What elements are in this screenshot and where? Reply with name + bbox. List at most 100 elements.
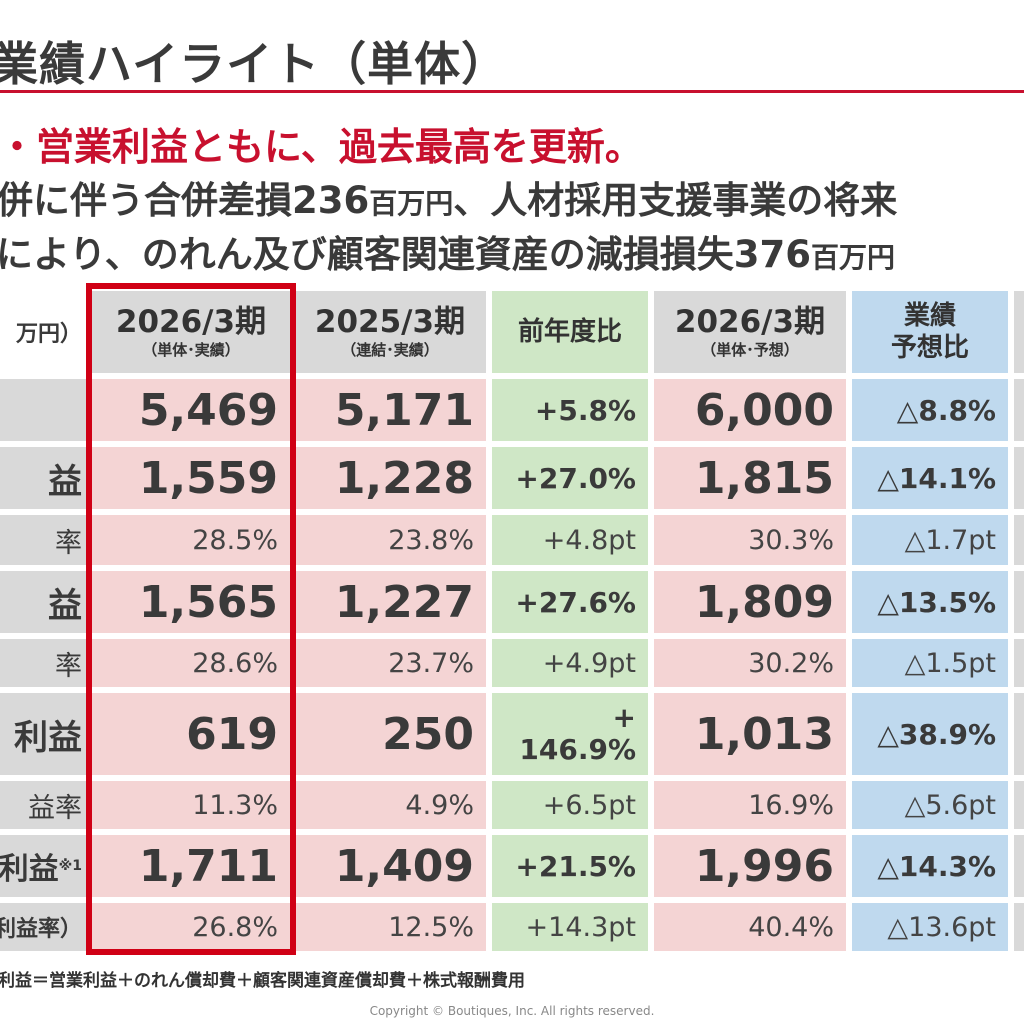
value-cell: 30.2% <box>654 639 846 687</box>
yoy-cell: +6.5pt <box>492 781 648 829</box>
value-cell: 28.5% <box>92 515 290 565</box>
value-text: 5,171 <box>334 384 474 436</box>
highlight-frame <box>86 283 296 955</box>
summary-line-1: 併に伴う合併差損236百万円、人材採用支援事業の将来 <box>0 170 897 224</box>
value-text: 28.5% <box>192 524 278 556</box>
value-cell: 1,227 <box>294 571 486 633</box>
value-cell: 40.4% <box>654 903 846 951</box>
value-cell: 30.3% <box>654 515 846 565</box>
vs-forecast-text: △14.3% <box>877 849 996 883</box>
vs-forecast-cell: △38.9% <box>852 693 1008 775</box>
value-cell: 1,996 <box>654 835 846 897</box>
row-label: 利益率） <box>0 903 88 951</box>
value-cell: 619 <box>92 693 290 775</box>
value-text: 40.4% <box>748 911 834 943</box>
vs-forecast-cell: △13.5% <box>852 571 1008 633</box>
row-edge <box>1014 639 1024 687</box>
summary-line-2-a: により、のれん及び顧客関連資産の減損損失376 <box>0 233 812 276</box>
value-text: 28.6% <box>192 647 278 679</box>
row-label-text: 益率 <box>28 792 82 824</box>
value-text: 1,228 <box>334 452 474 504</box>
value-cell: 16.9% <box>654 781 846 829</box>
row-label: 益 <box>0 571 88 633</box>
value-text: 250 <box>382 708 474 760</box>
value-cell: 1,815 <box>654 447 846 509</box>
header-fy2026-actual-title: 2026/3期 <box>115 303 267 340</box>
row-edge <box>1014 571 1024 633</box>
yoy-text: +27.0% <box>515 461 636 495</box>
page-title: 業績ハイライト（単体） <box>0 37 509 91</box>
header-fy2025-actual-sub: （連結･実績） <box>341 341 439 360</box>
row-label: 率 <box>0 639 88 687</box>
value-cell: 1,565 <box>92 571 290 633</box>
summary-line-2-unit: 百万円 <box>811 241 896 274</box>
unit-label: 万円） <box>0 291 88 373</box>
value-cell: 11.3% <box>92 781 290 829</box>
yoy-cell: +4.8pt <box>492 515 648 565</box>
row-label-text: 益 <box>48 585 82 626</box>
value-text: 1,559 <box>138 452 278 504</box>
headline: ・営業利益ともに、過去最高を更新。 <box>0 125 643 169</box>
yoy-cell: +21.5% <box>492 835 648 897</box>
value-text: 1,409 <box>334 840 474 892</box>
row-label: 益率 <box>0 781 88 829</box>
row-edge <box>1014 447 1024 509</box>
value-cell: 23.8% <box>294 515 486 565</box>
row-edge <box>1014 781 1024 829</box>
value-text: 1,565 <box>138 576 278 628</box>
value-cell: 6,000 <box>654 379 846 441</box>
value-text: 1,809 <box>694 576 834 628</box>
value-text: 1,711 <box>138 840 278 892</box>
header-fy2026-actual: 2026/3期 （単体･実績） <box>92 291 290 373</box>
vs-forecast-text: △38.9% <box>877 717 996 751</box>
value-cell: 1,809 <box>654 571 846 633</box>
header-fy2026-forecast: 2026/3期 （単体･予想） <box>654 291 846 373</box>
value-text: 6,000 <box>694 384 834 436</box>
vs-forecast-text: △13.6pt <box>887 911 996 943</box>
yoy-cell: +14.3pt <box>492 903 648 951</box>
value-text: 1,996 <box>694 840 834 892</box>
yoy-text: +6.5pt <box>542 789 636 821</box>
row-edge <box>1014 693 1024 775</box>
yoy-text-sign: + <box>612 700 636 734</box>
vs-forecast-cell: △5.6pt <box>852 781 1008 829</box>
header-vs-forecast-line2: 予想比 <box>890 333 969 363</box>
title-divider <box>0 90 1024 93</box>
row-label: 利益 <box>0 693 88 775</box>
header-fy2025-actual-title: 2025/3期 <box>314 303 466 340</box>
summary-line-1-c: 、人材採用支援事業の将来 <box>453 179 898 222</box>
vs-forecast-cell: △14.3% <box>852 835 1008 897</box>
row-edge <box>1014 515 1024 565</box>
copyright: Copyright © Boutiques, Inc. All rights r… <box>369 1004 655 1018</box>
row-label: 益 <box>0 447 88 509</box>
summary-line-2: により、のれん及び顧客関連資産の減損損失376百万円 <box>0 224 895 278</box>
footnote: 利益＝営業利益＋のれん償却費＋顧客関連資産償却費＋株式報酬費用 <box>0 971 525 991</box>
value-cell: 5,171 <box>294 379 486 441</box>
yoy-cell: +27.0% <box>492 447 648 509</box>
header-edge <box>1014 291 1024 373</box>
value-text: 1,815 <box>694 452 834 504</box>
row-label-text: 率 <box>55 527 82 559</box>
yoy-text: +5.8% <box>534 393 636 427</box>
value-text: 11.3% <box>192 789 278 821</box>
value-cell: 1,409 <box>294 835 486 897</box>
value-cell: 250 <box>294 693 486 775</box>
value-cell: 1,013 <box>654 693 846 775</box>
vs-forecast-cell: △8.8% <box>852 379 1008 441</box>
header-yoy-title: 前年度比 <box>517 316 622 347</box>
header-vs-forecast: 業績 予想比 <box>852 291 1008 373</box>
vs-forecast-text: △1.7pt <box>904 524 996 556</box>
row-edge <box>1014 903 1024 951</box>
value-cell: 28.6% <box>92 639 290 687</box>
row-label-text: 利益 <box>14 717 82 758</box>
yoy-text-value: 146.9% <box>519 733 636 766</box>
vs-forecast-text: △13.5% <box>877 585 996 619</box>
vs-forecast-cell: △13.6pt <box>852 903 1008 951</box>
vs-forecast-text: △1.5pt <box>904 647 996 679</box>
yoy-text: +21.5% <box>515 849 636 883</box>
yoy-text: +14.3pt <box>525 911 636 943</box>
value-text: 619 <box>186 708 278 760</box>
value-text: 1,227 <box>334 576 474 628</box>
row-edge <box>1014 835 1024 897</box>
row-edge <box>1014 379 1024 441</box>
